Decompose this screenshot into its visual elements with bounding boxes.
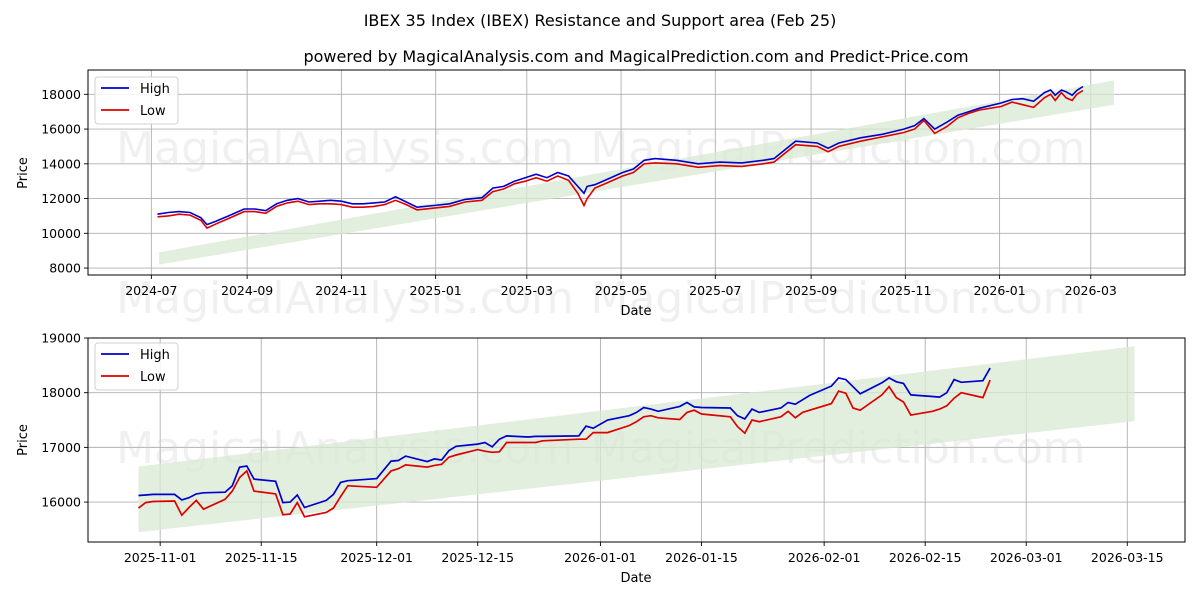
y-tick-label: 14000	[41, 156, 81, 171]
y-tick-label: 12000	[41, 191, 81, 206]
x-tick-label: 2024-07	[125, 283, 177, 298]
x-tick-label: 2026-02-01	[788, 550, 861, 565]
x-tick-label: 2025-03	[501, 283, 553, 298]
top-legend: High Low	[94, 76, 179, 125]
y-tick-label: 16000	[41, 122, 81, 137]
x-tick-label: 2026-03-01	[990, 550, 1063, 565]
bottom-legend: High Low	[94, 342, 179, 391]
bottom-axes-frame	[87, 337, 1186, 543]
chart-title: IBEX 35 Index (IBEX) Resistance and Supp…	[364, 11, 837, 30]
x-tick-label: 2026-01-01	[564, 550, 637, 565]
legend-high-label: High	[140, 82, 170, 97]
top-axes-frame	[87, 69, 1186, 276]
high-line	[138, 367, 991, 509]
x-tick-label: 2025-11-15	[225, 550, 298, 565]
high-line	[157, 85, 1084, 226]
x-tick-label: 2026-01	[973, 283, 1025, 298]
x-tick-label: 2026-01-15	[665, 550, 738, 565]
bottom-y-axis-label: Price	[16, 424, 31, 456]
x-tick-label: 2026-02-15	[889, 550, 962, 565]
chart-subtitle: powered by MagicalAnalysis.com and Magic…	[303, 47, 968, 66]
x-tick-label: 2025-07	[689, 283, 741, 298]
watermark-right-lower: MagicalPrediction.com	[591, 273, 1086, 324]
y-tick-label: 18000	[41, 87, 81, 102]
top-price-chart: MagicalAnalysis.com MagicalPrediction.co…	[16, 69, 1186, 324]
x-tick-label: 2025-12-15	[441, 550, 514, 565]
watermark-left: MagicalAnalysis.com	[116, 123, 574, 174]
x-tick-label: 2025-11	[879, 283, 931, 298]
y-tick-label: 10000	[41, 226, 81, 241]
support-resistance-band	[159, 80, 1114, 265]
legend-low-label: Low	[140, 104, 166, 119]
legend-low-label: Low	[140, 370, 166, 385]
bottom-x-axis-label: Date	[620, 571, 651, 586]
x-tick-label: 2025-01	[410, 283, 462, 298]
y-tick-label: 19000	[41, 331, 81, 346]
y-tick-label: 8000	[49, 261, 81, 276]
top-grid	[88, 70, 1185, 275]
x-tick-label: 2024-09	[221, 283, 273, 298]
x-tick-label: 2025-09	[785, 283, 837, 298]
y-tick-label: 17000	[41, 440, 81, 455]
x-tick-label: 2025-05	[595, 283, 647, 298]
top-ticks: 2024-07 2024-09 2024-11 2025-01 2025-03 2025-…	[41, 87, 1117, 298]
top-y-axis-label: Price	[16, 157, 31, 189]
low-line	[157, 89, 1084, 230]
bottom-ticks: 2025-11-01 2025-11-15 2025-12-01 2025-12-15…	[41, 331, 1163, 566]
y-tick-label: 18000	[41, 385, 81, 400]
x-tick-label: 2025-11-01	[124, 550, 197, 565]
support-resistance-band	[138, 346, 1135, 533]
x-tick-label: 2024-11	[315, 283, 367, 298]
x-tick-label: 2026-03-15	[1091, 550, 1164, 565]
low-line	[137, 379, 991, 518]
top-x-axis-label: Date	[620, 304, 651, 319]
x-tick-label: 2026-03	[1065, 283, 1117, 298]
x-tick-label: 2025-12-01	[340, 550, 413, 565]
watermark-left-lower: MagicalAnalysis.com	[116, 273, 574, 324]
bottom-price-chart: MagicalAnalysis.com MagicalPrediction.co…	[16, 331, 1186, 586]
y-tick-label: 16000	[41, 495, 81, 510]
legend-high-label: High	[140, 348, 170, 363]
